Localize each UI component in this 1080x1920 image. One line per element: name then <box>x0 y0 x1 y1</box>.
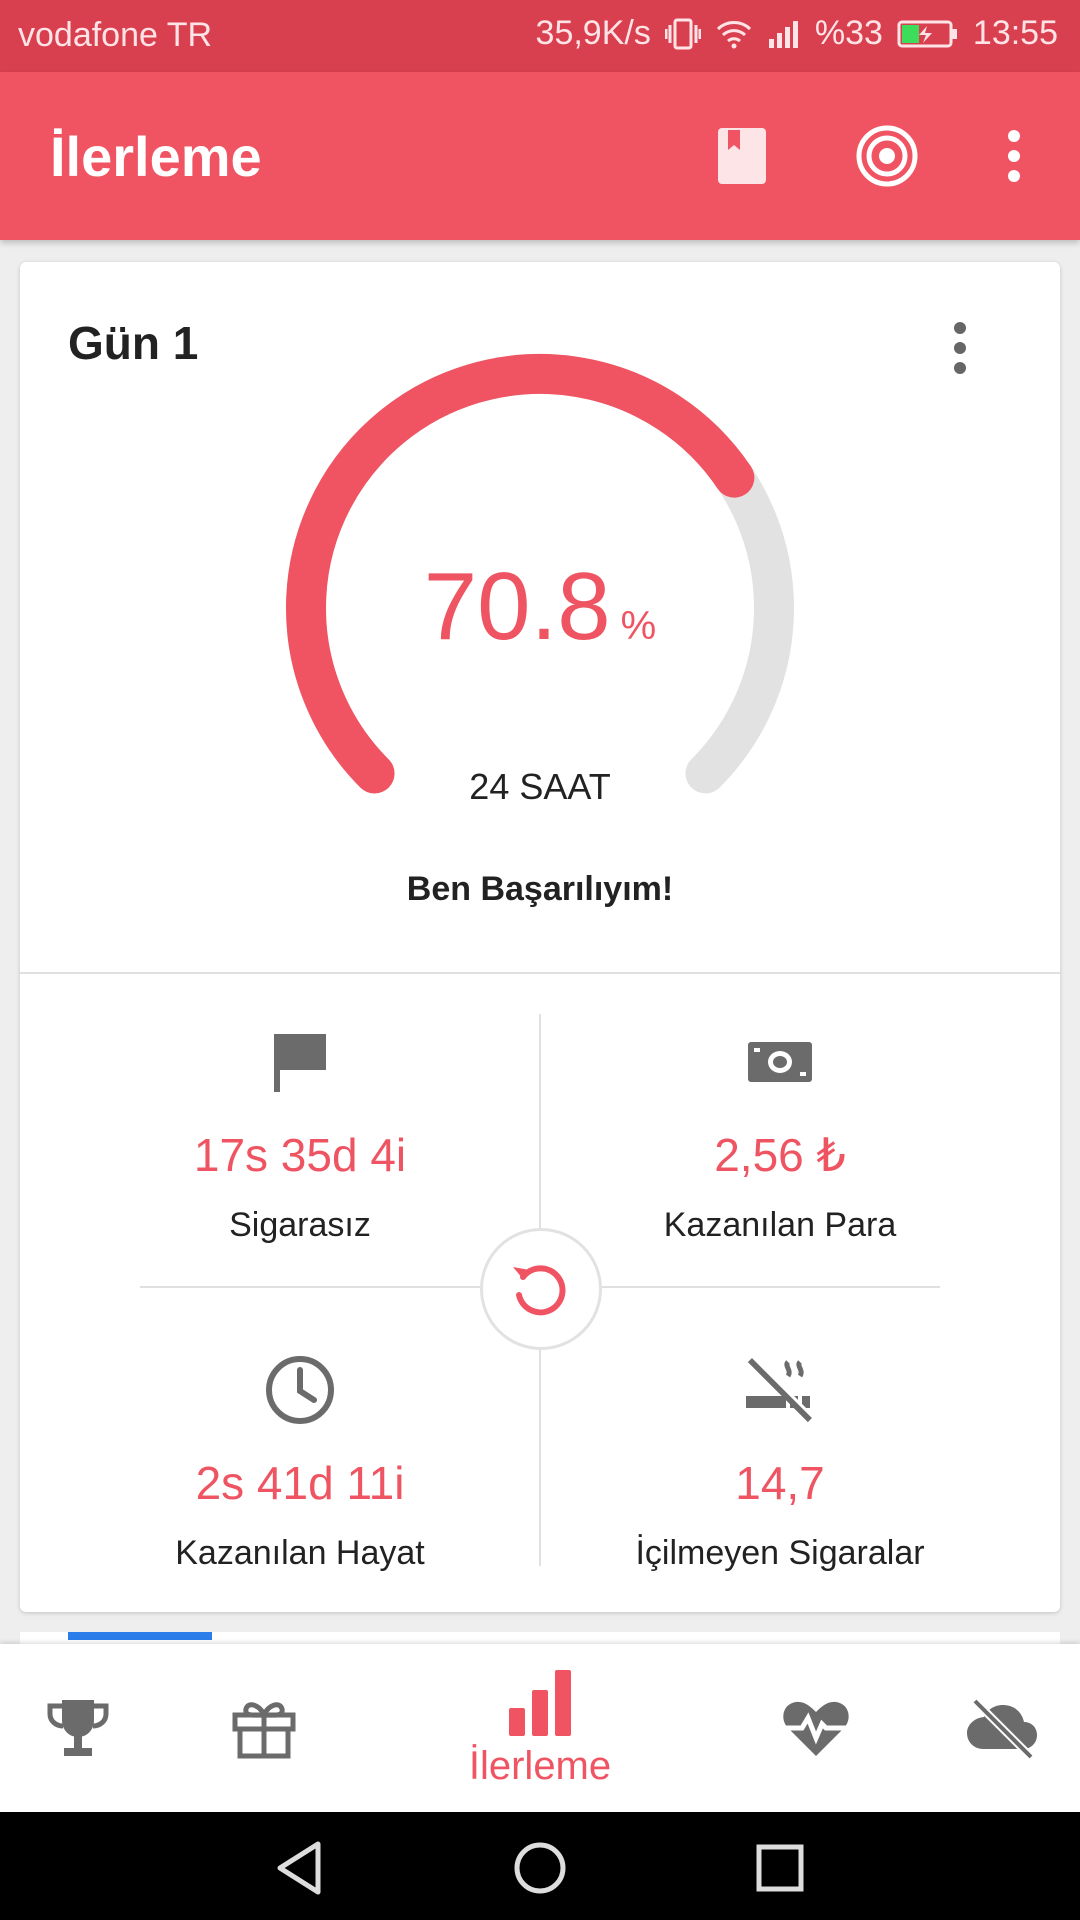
status-indicators: 35,9K/s %33 13:55 <box>536 14 1058 53</box>
money-icon <box>540 1022 1020 1102</box>
percent-value: 70.8 <box>423 553 611 660</box>
nav-item-progress[interactable]: İlerleme <box>440 1644 640 1812</box>
progress-card: Gün 1 70.8% 24 SAAT Ben Başarılıyım! 17s… <box>20 262 1060 1612</box>
more-vert-icon[interactable] <box>980 122 1048 190</box>
day-title: Gün 1 <box>68 317 199 369</box>
flag-icon <box>60 1022 540 1102</box>
cloud-off-icon <box>967 1698 1037 1759</box>
carrier-name: vodafone TR <box>18 16 213 54</box>
stat-smoke-free: 17s 35d 4i Sigarasız <box>60 1022 540 1245</box>
system-navigation-bar <box>0 1812 1080 1920</box>
signal-icon <box>767 19 801 49</box>
nav-item-rewards[interactable] <box>224 1644 304 1812</box>
stat-value: 2s 41d 11i <box>195 1457 405 1509</box>
target-icon[interactable] <box>853 122 921 190</box>
motto-text: Ben Başarılıyım! <box>406 870 674 908</box>
reset-button[interactable] <box>480 1228 602 1350</box>
progress-percent: 70.8% <box>20 552 1060 662</box>
stat-money-saved: 2,56 ₺ Kazanılan Para <box>540 1022 1020 1245</box>
status-bar: vodafone TR 35,9K/s %33 13:55 <box>0 0 1080 72</box>
duration-label: 24 SAAT <box>469 766 611 807</box>
bookmark-icon[interactable] <box>708 122 776 190</box>
nav-item-achievements[interactable] <box>38 1644 118 1812</box>
nav-item-health[interactable] <box>776 1644 856 1812</box>
ad-banner-accent <box>68 1632 212 1640</box>
stat-label: İçilmeyen Sigaralar <box>635 1534 925 1572</box>
battery-percent: %33 <box>814 14 883 52</box>
gift-icon <box>232 1702 296 1759</box>
home-icon[interactable] <box>510 1838 570 1898</box>
heart-pulse-icon <box>783 1701 849 1756</box>
page-title: İlerleme <box>50 125 262 188</box>
card-more-icon[interactable] <box>940 318 980 378</box>
stat-label: Kazanılan Para <box>663 1206 897 1244</box>
clock-icon <box>60 1350 540 1430</box>
app-bar: İlerleme <box>0 72 1080 240</box>
stat-value: 14,7 <box>735 1457 825 1509</box>
no-smoking-icon <box>540 1350 1020 1430</box>
progress-gauge <box>286 354 794 794</box>
stats-horizontal-divider-left <box>140 1286 480 1288</box>
vibrate-icon <box>664 17 701 51</box>
stat-label: Sigarasız <box>229 1206 371 1244</box>
nav-item-cloud[interactable] <box>962 1644 1042 1812</box>
bottom-navigation: İlerleme <box>0 1644 1080 1812</box>
wifi-icon <box>715 19 753 49</box>
stat-life-gained: 2s 41d 11i Kazanılan Hayat <box>60 1350 540 1573</box>
recents-icon[interactable] <box>750 1838 810 1898</box>
back-icon[interactable] <box>270 1838 330 1898</box>
percent-unit: % <box>620 604 657 648</box>
nav-label-progress: İlerleme <box>468 1743 612 1788</box>
clock-time: 13:55 <box>972 14 1058 52</box>
stats-horizontal-divider-right <box>600 1286 940 1288</box>
reset-icon <box>513 1265 566 1316</box>
card-divider <box>20 972 1060 974</box>
network-speed: 35,9K/s <box>535 14 651 52</box>
battery-charging-icon <box>897 19 959 49</box>
stat-value: 17s 35d 4i <box>193 1129 407 1181</box>
bar-chart-icon <box>509 1669 571 1736</box>
stat-label: Kazanılan Hayat <box>175 1534 425 1572</box>
stat-value: 2,56 ₺ <box>714 1129 846 1181</box>
gauge-fill <box>286 354 755 794</box>
stat-cigarettes-not-smoked: 14,7 İçilmeyen Sigaralar <box>540 1350 1020 1573</box>
trophy-icon <box>47 1700 109 1756</box>
